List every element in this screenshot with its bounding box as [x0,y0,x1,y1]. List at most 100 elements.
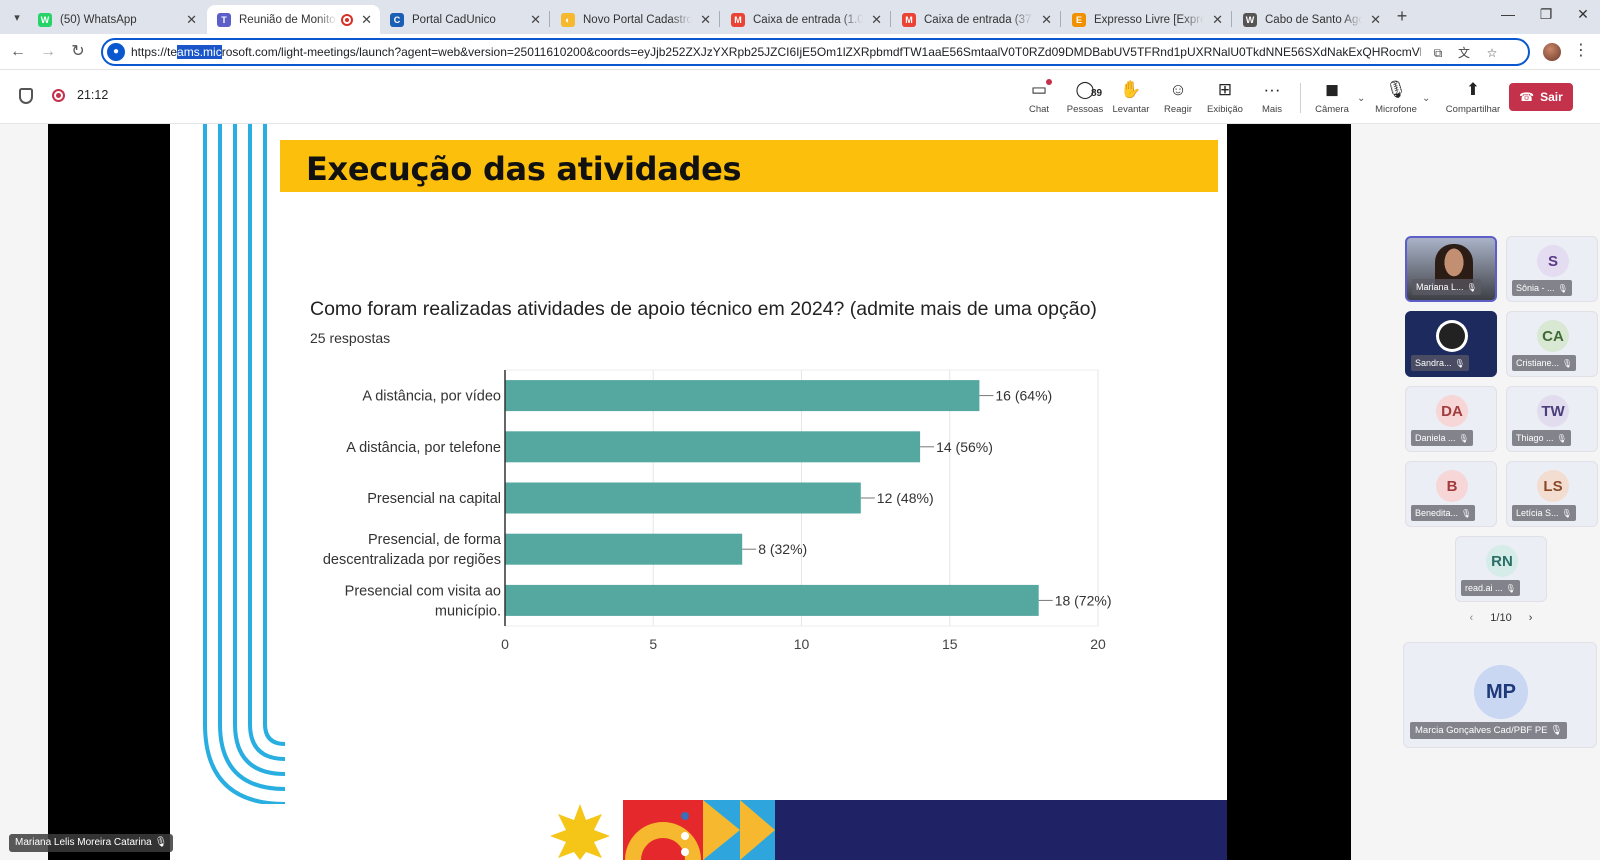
category-label: Presencial, de forma [368,532,502,548]
participant-tile[interactable]: S Sônia - ... 🎙︎ [1506,236,1598,302]
tab-title: Caixa de entrada (1.041) - [753,13,864,26]
prev-page-chevron-icon[interactable]: ‹ [1469,612,1474,624]
shield-icon[interactable] [19,88,33,104]
close-tab-icon[interactable]: ✕ [361,11,372,27]
people-button[interactable]: ◯ 89 Pessoas [1060,79,1110,115]
participant-tile[interactable]: Sandra... 🎙︎ [1405,311,1497,377]
slide-title: Execução das atividades [306,150,742,188]
browser-tab[interactable]: W Cabo de Santo Agostinho ✕ [1233,5,1389,34]
browser-tab[interactable]: ◐ Novo Portal Cadastro Único ✕ [551,5,719,34]
participant-tile[interactable]: TW Thiago ... 🎙︎ [1506,386,1598,452]
mic-off-icon: 🎙︎ [1557,284,1568,293]
browser-tab[interactable]: M Caixa de entrada (37) - m ✕ [892,5,1060,34]
close-tab-icon[interactable]: ✕ [186,11,197,27]
browser-menu-icon[interactable]: ⋮ [1573,42,1589,59]
address-bar[interactable]: ● https://teams.microsoft.com/light-meet… [101,38,1530,66]
tab-favicon-icon: M [731,12,745,27]
avatar: S [1537,245,1569,277]
browser-tab[interactable]: C Portal CadÚnico ✕ [380,5,549,34]
participant-name: read.ai ... 🎙︎ [1461,580,1520,596]
camera-button[interactable]: ◼ Câmera [1307,79,1357,115]
participant-tile[interactable]: RN read.ai ... 🎙︎ [1455,536,1547,602]
browser-tab[interactable]: E Expresso Livre [Expresso M ✕ [1062,5,1231,34]
mic-off-icon: 🎙︎ [1458,434,1469,443]
avatar: MP [1474,665,1528,719]
view-button[interactable]: ⊞ Exibição [1200,79,1250,115]
more-dots-icon: ··· [1263,80,1281,99]
bookmark-star-icon[interactable]: ☆ [1486,46,1498,60]
divider [1300,83,1301,113]
url-text[interactable]: https://teams.microsoft.com/light-meetin… [131,45,1421,59]
react-button[interactable]: ☺ Reagir [1153,79,1203,115]
x-tick-label: 20 [1090,636,1106,652]
mic-options-chevron-icon[interactable]: ⌄ [1422,93,1431,104]
close-tab-icon[interactable]: ✕ [871,11,882,27]
close-tab-icon[interactable]: ✕ [1212,11,1223,27]
raise-hand-button[interactable]: ✋ Levantar [1106,79,1156,115]
more-button[interactable]: ··· Mais [1247,79,1297,115]
mic-off-icon: 🎙︎ [1505,584,1516,593]
tab-favicon-icon: M [902,12,916,27]
participant-name: Sônia - ... 🎙︎ [1512,280,1572,296]
phone-hangup-icon: ☎ [1519,90,1535,104]
participant-tile[interactable]: LS Letícia S... 🎙︎ [1506,461,1598,527]
tab-recording-icon [341,13,354,26]
obs-logo-icon [1436,320,1468,352]
participant-tile[interactable]: CA Cristiane... 🎙︎ [1506,311,1598,377]
close-window-icon[interactable]: ✕ [1577,6,1589,22]
x-tick-label: 5 [649,636,657,652]
close-tab-icon[interactable]: ✕ [700,11,711,27]
site-info-mic-icon[interactable]: ● [107,43,125,61]
participant-tile[interactable]: B Benedita... 🎙︎ [1405,461,1497,527]
share-button[interactable]: ⬆ Compartilhar [1443,79,1503,115]
avatar: RN [1486,545,1518,577]
smiley-icon: ☺ [1169,80,1187,99]
category-label: Presencial na capital [367,491,501,507]
minimize-icon[interactable]: — [1501,6,1515,22]
close-tab-icon[interactable]: ✕ [530,11,541,27]
reload-icon[interactable]: ↻ [71,43,85,60]
meeting-timer: 21:12 [77,88,109,102]
leave-button[interactable]: ☎ Sair [1509,83,1573,111]
tab-title: Expresso Livre [Expresso M [1094,13,1205,26]
mic-off-icon: 🎙︎ [1561,509,1572,518]
translate-icon[interactable]: 文 [1457,46,1470,60]
camera-off-icon: ◼ [1324,80,1340,99]
browser-tab[interactable]: W (50) WhatsApp ✕ [28,5,205,34]
participant-name: Thiago ... 🎙︎ [1512,430,1571,446]
bar [505,584,1039,616]
chart-subtitle: 25 respostas [310,330,391,346]
next-page-chevron-icon[interactable]: › [1528,612,1533,624]
tab-title: Caixa de entrada (37) - m [924,13,1033,26]
tab-favicon-icon: C [390,12,404,27]
browser-toolbar: ← → ↻ ● https://teams.microsoft.com/ligh… [0,34,1600,70]
browser-tab[interactable]: M Caixa de entrada (1.041) - ✕ [721,5,890,34]
close-tab-icon[interactable]: ✕ [1041,11,1052,27]
chat-button[interactable]: ▭ Chat [1014,79,1064,115]
new-tab-plus-icon[interactable]: + [1396,6,1408,26]
mic-off-icon: 🎙︎ [1454,359,1465,368]
people-count: 89 [1091,88,1103,99]
grid-view-icon: ⊞ [1217,80,1233,99]
mic-off-icon: 🎙︎ [1556,434,1567,443]
screenshare-icon[interactable]: ⧉ [1433,46,1443,60]
participant-tile[interactable]: DA Daniela ... 🎙︎ [1405,386,1497,452]
share-screen-icon: ⬆ [1465,80,1481,99]
back-arrow-icon[interactable]: ← [10,43,26,60]
avatar: TW [1537,395,1569,427]
browser-tab[interactable]: T Reunião de Monitoramento ✕ [207,5,380,34]
close-tab-icon[interactable]: ✕ [1370,11,1381,27]
avatar: B [1436,470,1468,502]
restore-icon[interactable]: ❐ [1539,6,1553,22]
camera-options-chevron-icon[interactable]: ⌄ [1357,93,1366,104]
people-icon: ◯ 89 [1060,79,1110,101]
tab-search-chevron-icon[interactable]: ▾ [14,11,20,24]
microphone-button[interactable]: 🎙︎ Microfone [1371,79,1421,115]
participant-tile[interactable]: Mariana L... 🎙︎ [1405,236,1497,302]
tab-favicon-icon: ◐ [561,12,575,27]
pinned-participant-tile[interactable]: MP Marcia Gonçalves Cad/PBF PE 🎙︎ [1403,642,1597,748]
profile-avatar[interactable] [1543,43,1561,61]
bar [505,533,743,565]
forward-arrow-icon[interactable]: → [40,43,56,60]
category-label: A distância, por vídeo [362,389,501,405]
